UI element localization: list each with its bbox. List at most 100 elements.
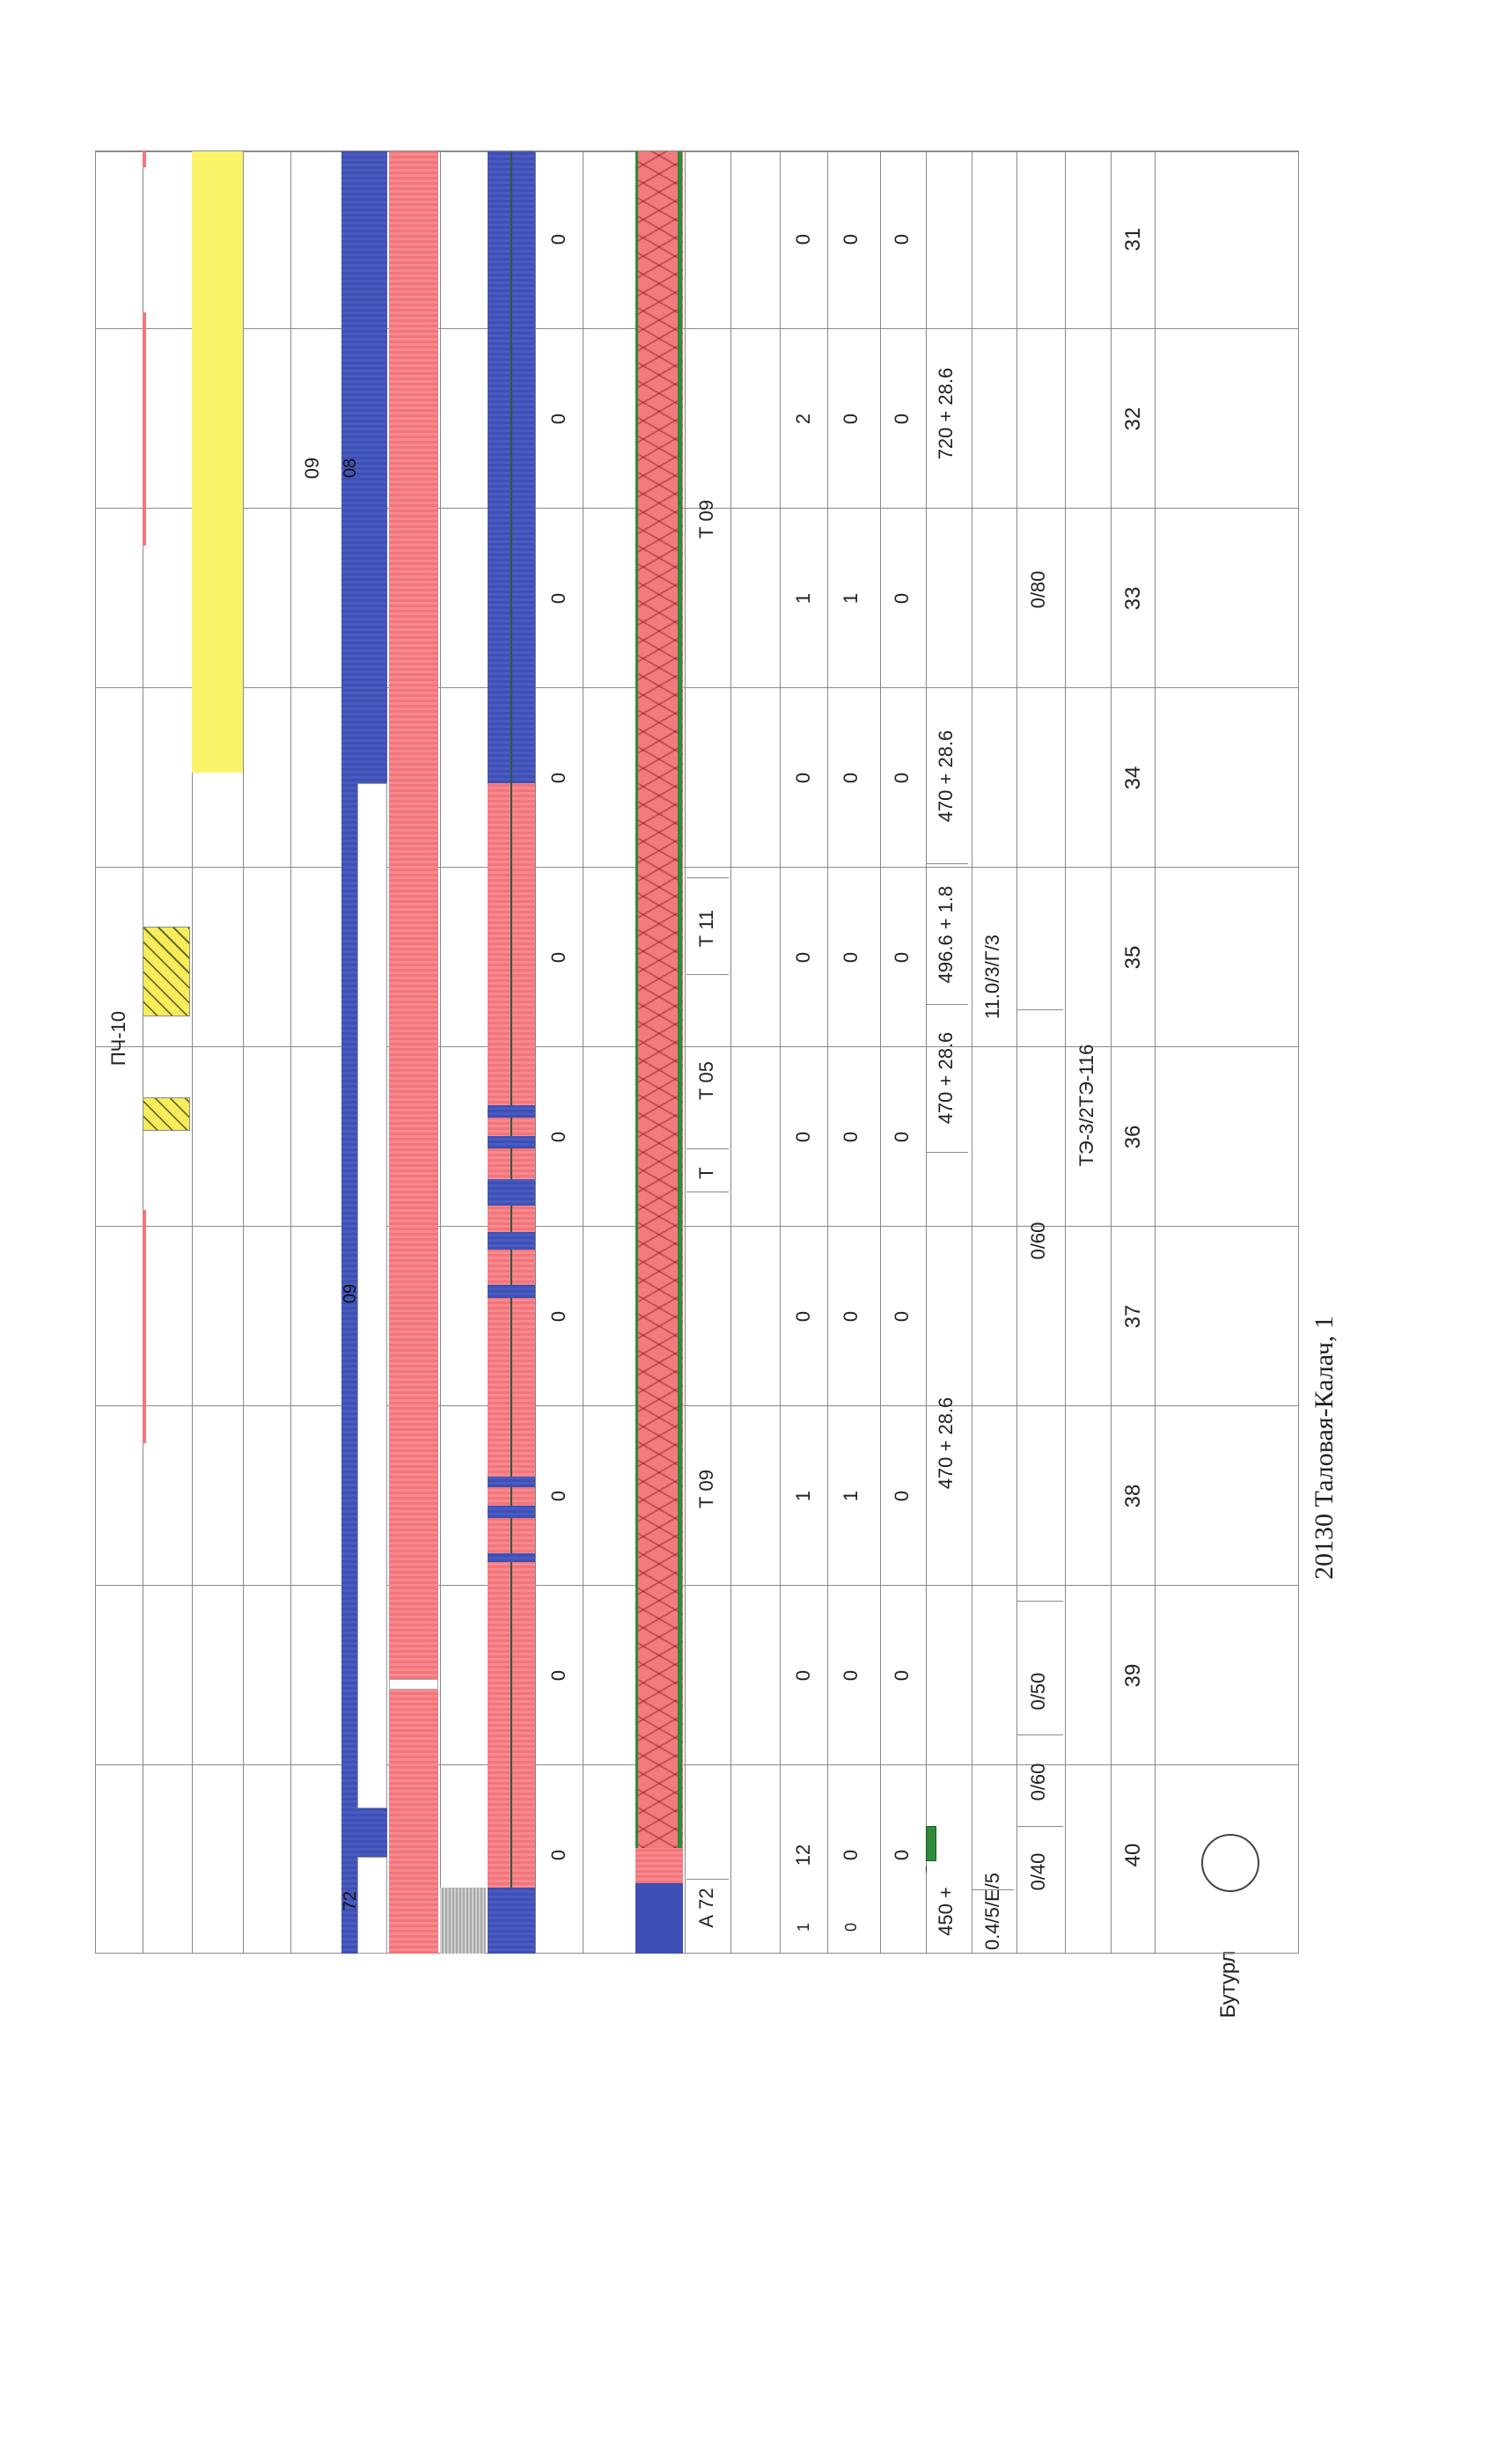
green-edge-line — [635, 151, 638, 1954]
blue-end-block — [488, 1888, 535, 1954]
blue-segment — [488, 1477, 535, 1487]
column-line — [95, 328, 1299, 329]
grey-block — [440, 1888, 486, 1954]
count-cell: 0 — [547, 592, 569, 605]
blue-segment — [488, 1232, 535, 1250]
count-cell: 0 — [891, 1310, 913, 1323]
count-cell: 0 — [840, 1131, 862, 1143]
row-line — [1111, 151, 1112, 1954]
track-divider — [686, 1879, 729, 1880]
clipped-value: 1 — [795, 1922, 812, 1932]
column-line — [95, 1953, 1299, 1954]
count-cell: 1 — [792, 1490, 814, 1502]
track-label: Т 11 — [695, 909, 717, 948]
green-marker — [926, 1826, 936, 1861]
track-label: Т 09 — [695, 1469, 717, 1509]
blue-end-block — [635, 1883, 683, 1954]
column-line — [95, 150, 1299, 151]
blue-segment — [488, 1179, 535, 1206]
track-label: Т — [695, 1167, 717, 1179]
count-cell: 0 — [891, 233, 913, 246]
count-cell: 0 — [891, 1849, 913, 1861]
document-title: 20130 Таловая-Калач, 1 — [1310, 1316, 1339, 1580]
column-line — [95, 1226, 1299, 1227]
white-inset — [357, 1857, 387, 1954]
red-zigzag-band — [635, 151, 683, 1954]
count-cell: 0 — [547, 772, 569, 784]
column-header: 33 — [1121, 586, 1145, 611]
section-end-lines — [926, 1866, 927, 1873]
speed-value: 0/80 — [1027, 570, 1049, 609]
blue-segment — [488, 1285, 535, 1298]
count-cell: 0 — [840, 233, 862, 246]
section-value: 470 + 28.6 — [935, 1031, 957, 1125]
clipped-value: 0 — [842, 1922, 860, 1932]
track-label: А 72 — [695, 1888, 717, 1928]
speed-value: 0/50 — [1027, 1672, 1049, 1711]
line-params-divider — [972, 1889, 1014, 1890]
speed-divider — [1016, 1601, 1063, 1602]
count-cell: 12 — [792, 1844, 814, 1866]
column-line — [95, 1405, 1299, 1406]
column-header: 36 — [1121, 1125, 1145, 1149]
count-cell: 2 — [792, 413, 814, 425]
section-value: 450 + — [935, 1887, 957, 1936]
station-label: Бутурл — [1216, 1950, 1240, 2019]
count-cell: 1 — [840, 592, 862, 605]
yellow-band — [192, 151, 243, 773]
track-divider — [686, 877, 729, 878]
count-cell: 0 — [891, 413, 913, 425]
section-divider — [926, 1152, 968, 1153]
count-cell: 0 — [547, 951, 569, 964]
blue-segment — [488, 1553, 535, 1562]
count-cell: 0 — [547, 1669, 569, 1682]
track-centerline — [510, 151, 512, 1954]
section-value: 470 + 28.6 — [935, 730, 957, 823]
track-divider — [686, 974, 729, 975]
hatched-block — [143, 1097, 190, 1131]
count-cell: 0 — [891, 951, 913, 964]
row-line — [827, 151, 828, 1954]
track-label: Т 05 — [695, 1060, 717, 1101]
row-line — [1016, 151, 1017, 1954]
speed-divider — [1016, 1826, 1063, 1827]
count-cell: 0 — [891, 1669, 913, 1682]
speed-value: 0/60 — [1027, 1221, 1049, 1260]
count-cell: 0 — [840, 1849, 862, 1861]
blue-segment — [488, 1506, 535, 1518]
row-line — [780, 151, 781, 1954]
count-cell: 0 — [840, 1669, 862, 1682]
count-cell: 0 — [792, 1669, 814, 1682]
white-gap — [389, 1679, 438, 1690]
row-line — [243, 151, 244, 1954]
hatched-block — [143, 927, 190, 1016]
count-cell: 0 — [891, 592, 913, 605]
count-cell: 0 — [547, 1490, 569, 1502]
speed-subline — [1016, 1009, 1063, 1010]
count-cell: 0 — [840, 772, 862, 784]
track-label: Т 09 — [695, 499, 717, 539]
row-line — [880, 151, 881, 1954]
row-line — [926, 151, 927, 1954]
count-cell: 0 — [547, 1849, 569, 1861]
column-line — [95, 1764, 1299, 1765]
count-cell: 0 — [547, 1131, 569, 1143]
row-line — [535, 151, 536, 1954]
blue-segment — [488, 1105, 535, 1118]
bottom-label: ПЧ-10 — [107, 1010, 129, 1067]
count-cell: 0 — [891, 772, 913, 784]
locomotive-code: ТЭ-3/2ТЭ-116 — [1075, 1044, 1097, 1167]
blue-segment — [488, 1136, 535, 1148]
count-cell: 0 — [792, 233, 814, 246]
column-line — [95, 1046, 1299, 1047]
count-cell: 1 — [792, 592, 814, 605]
section-value: 720 + 28.6 — [935, 367, 957, 460]
column-header: 38 — [1121, 1484, 1145, 1508]
count-cell: 0 — [891, 1490, 913, 1502]
track-divider — [686, 1148, 729, 1149]
section-divider — [926, 863, 968, 864]
count-cell: 0 — [547, 233, 569, 246]
column-header: 39 — [1121, 1663, 1145, 1688]
section-value: 496.6 + 1.8 — [935, 885, 957, 984]
column-header: 34 — [1121, 766, 1145, 790]
